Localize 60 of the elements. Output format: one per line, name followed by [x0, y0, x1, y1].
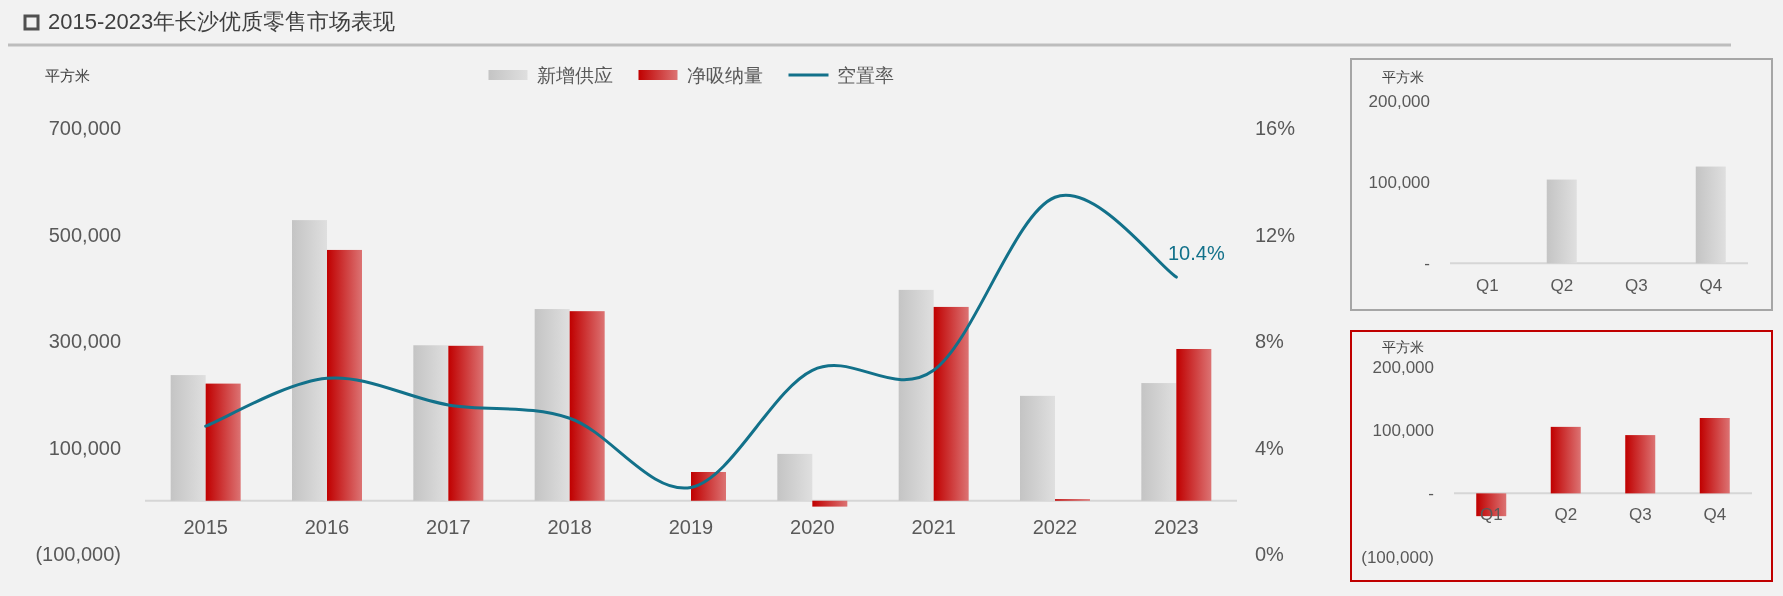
- y-axis-title: 平方米: [1382, 339, 1424, 356]
- y-tick-label: 200,000: [1372, 357, 1434, 377]
- x-tick-label: 2017: [426, 516, 471, 539]
- bar: [1550, 426, 1581, 494]
- y-tick-label: -: [1428, 484, 1434, 504]
- y-tick-label: 100,000: [48, 436, 121, 459]
- y-tick-label: 100,000: [1372, 421, 1434, 441]
- y2-tick-label: 8%: [1255, 330, 1285, 353]
- y-tick-label: 500,000: [48, 223, 121, 246]
- x-tick-label: 2023: [1154, 516, 1199, 539]
- bar: [205, 383, 241, 501]
- bar: [898, 289, 934, 501]
- bar: [1699, 418, 1730, 494]
- data-label: 10.4%: [1167, 242, 1225, 265]
- x-tick-label: Q4: [1703, 505, 1727, 525]
- x-tick-label: 2018: [547, 516, 592, 539]
- bar: [933, 306, 969, 501]
- y-tick-label: 300,000: [48, 330, 121, 353]
- bar: [534, 309, 570, 501]
- chart-title: 2015-2023年长沙优质零售市场表现: [48, 8, 396, 34]
- x-tick-label: 2021: [911, 516, 956, 539]
- y2-tick-label: 12%: [1255, 223, 1296, 246]
- bar: [413, 345, 449, 501]
- x-tick-label: Q3: [1628, 505, 1652, 525]
- x-tick-label: 2016: [304, 516, 350, 539]
- y-tick-label: -: [1424, 254, 1430, 274]
- x-tick-label: Q1: [1475, 276, 1499, 296]
- bar: [1176, 348, 1212, 501]
- y-axis-title: 平方米: [44, 67, 90, 85]
- bar: [292, 220, 327, 501]
- y2-tick-label: 0%: [1255, 543, 1285, 566]
- y-tick-label: 200,000: [1368, 91, 1430, 111]
- y-axis-title: 平方米: [1382, 69, 1424, 86]
- bar: [327, 249, 362, 501]
- y-tick-label: (100,000): [35, 543, 121, 566]
- bar: [691, 472, 726, 501]
- legend-label: 空置率: [836, 64, 894, 86]
- x-tick-label: 2015: [183, 516, 228, 539]
- bar: [1141, 383, 1177, 501]
- y-tick-label: 100,000: [1368, 173, 1430, 193]
- x-tick-label: Q4: [1699, 276, 1723, 296]
- x-tick-label: Q2: [1550, 276, 1574, 296]
- bar: [448, 345, 484, 501]
- x-tick-label: Q3: [1624, 276, 1648, 296]
- y-tick-label: (100,000): [1361, 547, 1434, 567]
- bar: [1625, 435, 1656, 494]
- bar: [1020, 395, 1055, 501]
- bar: [569, 311, 605, 501]
- y2-tick-label: 16%: [1255, 117, 1296, 140]
- y2-tick-label: 4%: [1255, 436, 1285, 459]
- legend-label: 净吸纳量: [686, 64, 763, 86]
- x-tick-label: 2020: [790, 516, 835, 539]
- bar: [170, 375, 206, 501]
- x-tick-label: 2019: [668, 516, 714, 539]
- bar: [777, 453, 813, 501]
- x-tick-label: Q2: [1554, 505, 1578, 525]
- bar: [812, 500, 848, 507]
- y-tick-label: 700,000: [48, 117, 121, 140]
- legend-label: 新增供应: [536, 64, 613, 86]
- x-tick-label: 2022: [1032, 516, 1078, 539]
